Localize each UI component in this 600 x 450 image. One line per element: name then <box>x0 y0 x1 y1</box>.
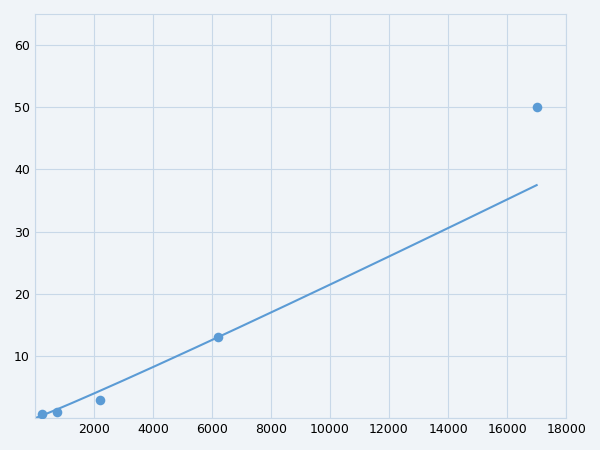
Point <box>213 334 223 341</box>
Point <box>95 396 104 403</box>
Point <box>37 410 47 418</box>
Point <box>52 409 62 416</box>
Point <box>532 104 541 111</box>
